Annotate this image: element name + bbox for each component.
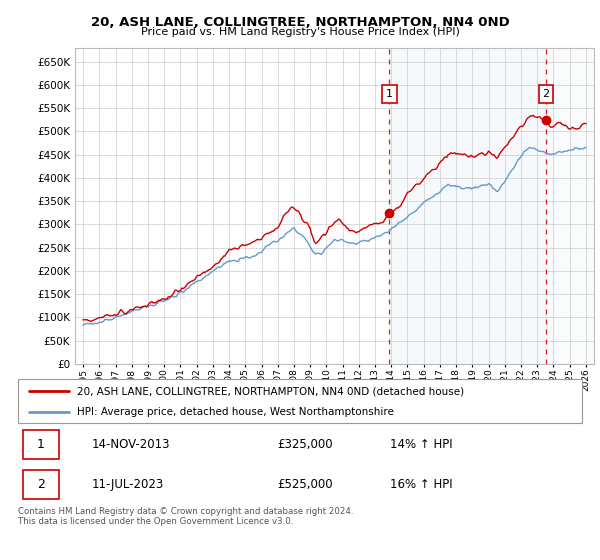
Text: HPI: Average price, detached house, West Northamptonshire: HPI: Average price, detached house, West…: [77, 407, 394, 417]
Text: Contains HM Land Registry data © Crown copyright and database right 2024.
This d: Contains HM Land Registry data © Crown c…: [18, 507, 353, 526]
Bar: [389, 48, 546, 364]
Text: £525,000: £525,000: [277, 478, 333, 491]
Text: 14% ↑ HPI: 14% ↑ HPI: [390, 438, 453, 451]
Bar: [546, 48, 594, 364]
Text: 2: 2: [37, 478, 45, 491]
Text: £325,000: £325,000: [277, 438, 333, 451]
Text: 20, ASH LANE, COLLINGTREE, NORTHAMPTON, NN4 0ND (detached house): 20, ASH LANE, COLLINGTREE, NORTHAMPTON, …: [77, 386, 464, 396]
Text: 1: 1: [37, 438, 45, 451]
Text: 1: 1: [386, 89, 393, 99]
Text: 2: 2: [542, 89, 550, 99]
Text: 11-JUL-2023: 11-JUL-2023: [91, 478, 164, 491]
Text: 20, ASH LANE, COLLINGTREE, NORTHAMPTON, NN4 0ND: 20, ASH LANE, COLLINGTREE, NORTHAMPTON, …: [91, 16, 509, 29]
Bar: [23, 430, 59, 459]
Bar: [23, 470, 59, 499]
Text: 14-NOV-2013: 14-NOV-2013: [91, 438, 170, 451]
Text: Price paid vs. HM Land Registry's House Price Index (HPI): Price paid vs. HM Land Registry's House …: [140, 27, 460, 37]
Text: 16% ↑ HPI: 16% ↑ HPI: [390, 478, 453, 491]
